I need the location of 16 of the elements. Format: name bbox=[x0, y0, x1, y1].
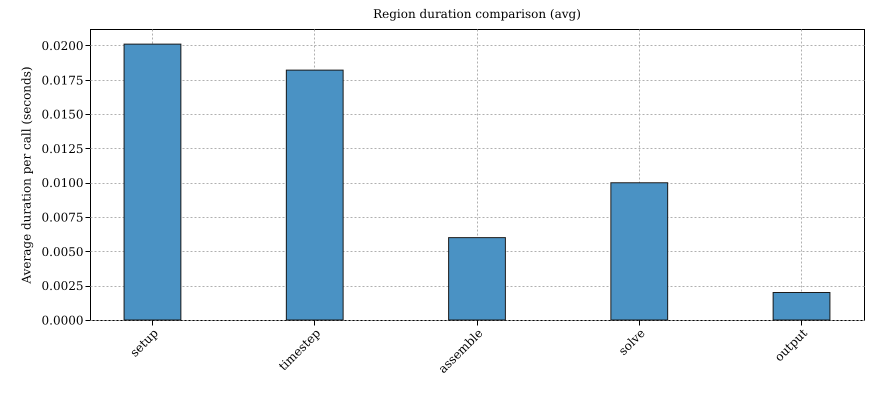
y-tick-label: 0.0075 bbox=[42, 210, 84, 225]
y-tick-label: 0.0150 bbox=[42, 108, 84, 122]
bar bbox=[124, 44, 182, 320]
bar bbox=[286, 70, 344, 320]
bar bbox=[448, 237, 506, 320]
bar bbox=[772, 292, 830, 320]
y-tick-label: 0.0000 bbox=[42, 314, 84, 328]
chart-title: Region duration comparison (avg) bbox=[373, 7, 581, 21]
y-tick-label: 0.0125 bbox=[42, 142, 84, 156]
y-tick-label: 0.0175 bbox=[42, 73, 84, 88]
y-tick-label: 0.0050 bbox=[42, 244, 84, 259]
y-axis-title: Average duration per call (seconds) bbox=[20, 66, 34, 285]
bar bbox=[610, 182, 668, 320]
y-tick-label: 0.0100 bbox=[42, 176, 84, 190]
y-tick-label: 0.0025 bbox=[42, 279, 84, 294]
y-tick-label: 0.0200 bbox=[42, 38, 84, 53]
